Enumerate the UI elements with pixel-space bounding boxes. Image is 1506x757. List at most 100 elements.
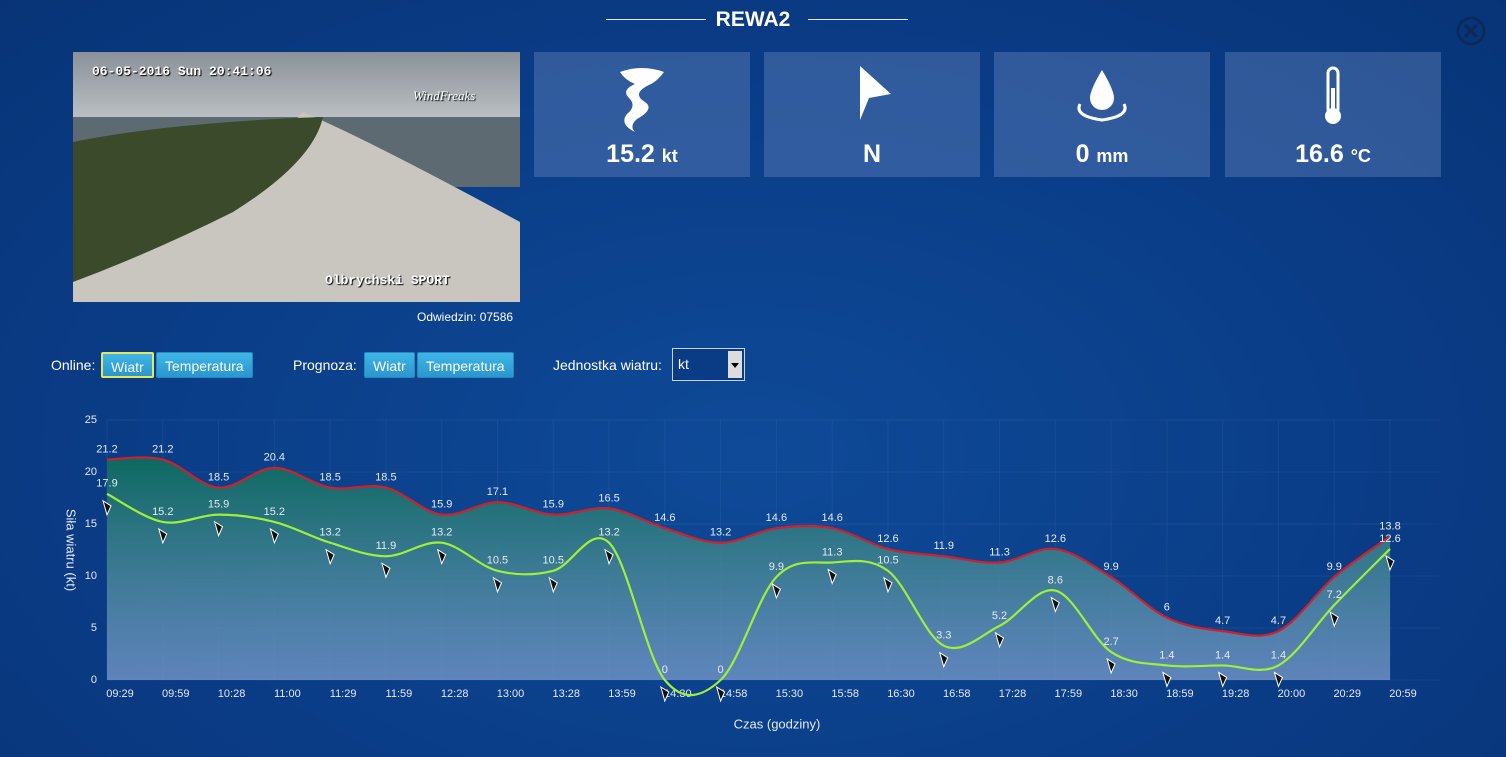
x-tick-label: 15:30 <box>776 688 804 700</box>
data-label: 15.9 <box>543 499 564 511</box>
data-label: 6 <box>1164 602 1170 614</box>
x-tick-label: 12:28 <box>441 688 469 700</box>
x-tick-label: 16:30 <box>887 688 915 700</box>
direction-marker <box>325 548 335 566</box>
data-label: 1.4 <box>1159 649 1174 661</box>
online-wind-button[interactable]: Wiatr <box>101 352 154 378</box>
direction-icon <box>860 66 891 120</box>
tile-unit: mm <box>1096 146 1129 166</box>
unit-select[interactable]: kt <box>672 348 745 381</box>
data-label: 18.5 <box>319 472 340 484</box>
x-tick-label: 20:00 <box>1278 688 1306 700</box>
direction-marker <box>771 582 782 600</box>
data-label: 12.6 <box>1379 533 1400 545</box>
webcam-image: 06-05-2016 Sun 20:41:06 WindFreaks Olbry… <box>73 52 520 302</box>
webcam-logo: WindFreaks <box>413 88 476 103</box>
data-label: 13.2 <box>319 527 340 539</box>
data-label: 11.3 <box>989 546 1010 558</box>
data-label: 14.6 <box>766 512 787 524</box>
wind-direction-tile: N <box>764 52 980 177</box>
direction-marker <box>436 548 447 566</box>
data-label: 3.3 <box>936 630 951 642</box>
data-label: 13.8 <box>1379 520 1400 532</box>
x-tick-label: 18:30 <box>1110 688 1138 700</box>
data-label: 17.1 <box>487 486 508 498</box>
data-label: 18.5 <box>208 472 229 484</box>
data-label: 15.9 <box>208 499 229 511</box>
direction-marker <box>1385 554 1395 572</box>
y-tick-label: 15 <box>85 518 97 530</box>
data-label: 17.9 <box>96 478 117 490</box>
x-tick-label: 19:28 <box>1222 688 1250 700</box>
direction-marker <box>213 520 224 538</box>
line <box>106 492 1391 697</box>
data-label: 4.7 <box>1215 615 1230 627</box>
y-tick-label: 0 <box>91 674 97 686</box>
direction-marker <box>1106 657 1116 675</box>
data-label: 9.9 <box>1327 561 1342 573</box>
data-label: 9.9 <box>769 561 784 573</box>
data-label: 1.4 <box>1215 649 1230 661</box>
data-label: 21.2 <box>152 443 173 455</box>
area <box>107 457 1390 680</box>
data-label: 15.9 <box>431 499 452 511</box>
close-button[interactable] <box>1455 15 1487 47</box>
webcam-scene <box>73 52 520 302</box>
direction-marker <box>715 685 726 703</box>
direction-marker <box>269 527 279 545</box>
webcam-timestamp: 06-05-2016 Sun 20:41:06 <box>92 64 272 79</box>
x-tick-label: 20:29 <box>1333 688 1361 700</box>
thermometer-icon <box>1325 66 1341 124</box>
wind-speed-tile: 15.2 kt <box>534 52 750 177</box>
data-label: 15.2 <box>264 506 285 518</box>
data-label: 4.7 <box>1271 615 1286 627</box>
y-tick-label: 5 <box>91 622 97 634</box>
y-tick-label: 20 <box>85 466 97 478</box>
x-tick-label: 14:58 <box>720 688 748 700</box>
x-tick-label: 18:59 <box>1166 688 1194 700</box>
data-label: 13.2 <box>431 527 452 539</box>
data-label: 10.5 <box>487 555 508 567</box>
direction-marker <box>381 562 391 579</box>
data-label: 21.2 <box>96 443 117 455</box>
direction-marker <box>1217 671 1228 688</box>
direction-marker <box>1329 611 1339 628</box>
data-label: 10.5 <box>877 555 898 567</box>
data-label: 9.9 <box>1103 561 1118 573</box>
station-title: REWA2 <box>715 8 791 31</box>
x-tick-label: 11:29 <box>330 688 357 700</box>
direction-marker <box>1162 671 1172 688</box>
visit-counter: Odwiedzin: 07586 <box>417 310 514 324</box>
x-tick-label: 13:28 <box>552 688 580 700</box>
direction-marker <box>938 651 949 669</box>
data-label: 10.5 <box>543 555 564 567</box>
data-label: 16.5 <box>598 492 619 504</box>
forecast-temperature-button[interactable]: Temperatura <box>417 352 514 378</box>
data-label: 1.4 <box>1271 649 1286 661</box>
direction-marker <box>1050 596 1060 614</box>
line <box>106 456 1391 637</box>
title-rule <box>808 19 908 20</box>
x-tick-label: 16:58 <box>943 688 971 700</box>
forecast-label: Prognoza: <box>293 357 357 373</box>
data-label: 7.2 <box>1327 589 1342 601</box>
drop-icon <box>1077 70 1127 122</box>
x-tick-label: 10:28 <box>218 688 246 700</box>
data-label: 12.6 <box>1045 533 1066 545</box>
tile-value: 16.6 <box>1295 140 1344 168</box>
data-label: 15.2 <box>152 506 173 518</box>
direction-marker <box>157 527 168 545</box>
temperature-tile: 16.6 °C <box>1225 52 1441 177</box>
x-tick-label: 09:29 <box>106 688 134 700</box>
unit-select-value: kt <box>678 356 689 372</box>
direction-marker <box>102 499 112 517</box>
forecast-wind-button[interactable]: Wiatr <box>364 352 415 378</box>
x-tick-label: 11:00 <box>274 688 301 700</box>
data-label: 8.6 <box>1048 574 1063 586</box>
webcam-caption: Olbrychski SPORT <box>325 273 450 288</box>
wind-chart: 0 5 10 15 20 25 09:29 09:59 10:28 11:00 11:29 11:59… <box>64 414 1440 731</box>
direction-marker <box>1273 671 1284 688</box>
direction-marker <box>994 631 1005 649</box>
online-temperature-button[interactable]: Temperatura <box>156 352 253 378</box>
y-tick-label: 10 <box>85 570 97 582</box>
